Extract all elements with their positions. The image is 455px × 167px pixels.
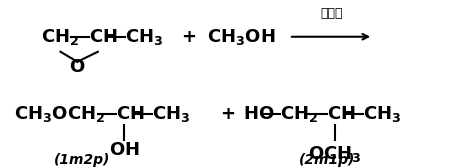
Text: (2m1p): (2m1p) <box>299 153 356 167</box>
Text: $\mathbf{OCH_3}$: $\mathbf{OCH_3}$ <box>308 144 362 164</box>
Text: $\mathbf{CH}$: $\mathbf{CH}$ <box>327 105 355 123</box>
Text: $\mathbf{HO}$: $\mathbf{HO}$ <box>243 105 275 123</box>
Text: $\mathbf{CH_3OCH_2}$: $\mathbf{CH_3OCH_2}$ <box>14 104 105 124</box>
Text: 催化剂: 催化剂 <box>320 7 343 20</box>
Text: (1m2p): (1m2p) <box>54 153 110 167</box>
Text: $\mathbf{+}$: $\mathbf{+}$ <box>181 28 197 46</box>
Text: $\mathbf{CH_2}$: $\mathbf{CH_2}$ <box>280 104 318 124</box>
Text: $\mathbf{CH}$: $\mathbf{CH}$ <box>89 28 117 46</box>
Text: $\mathbf{O}$: $\mathbf{O}$ <box>69 58 86 76</box>
Text: $\mathbf{+}$: $\mathbf{+}$ <box>220 105 235 123</box>
Text: $\mathbf{CH_3}$: $\mathbf{CH_3}$ <box>125 27 163 47</box>
Text: $\mathbf{CH_2}$: $\mathbf{CH_2}$ <box>41 27 79 47</box>
Text: $\mathbf{OH}$: $\mathbf{OH}$ <box>109 141 140 159</box>
Text: $\mathbf{CH}$: $\mathbf{CH}$ <box>116 105 145 123</box>
Text: $\mathbf{CH_3}$: $\mathbf{CH_3}$ <box>152 104 191 124</box>
Text: $\mathbf{CH_3OH}$: $\mathbf{CH_3OH}$ <box>207 27 275 47</box>
Text: $\mathbf{CH_3}$: $\mathbf{CH_3}$ <box>363 104 401 124</box>
